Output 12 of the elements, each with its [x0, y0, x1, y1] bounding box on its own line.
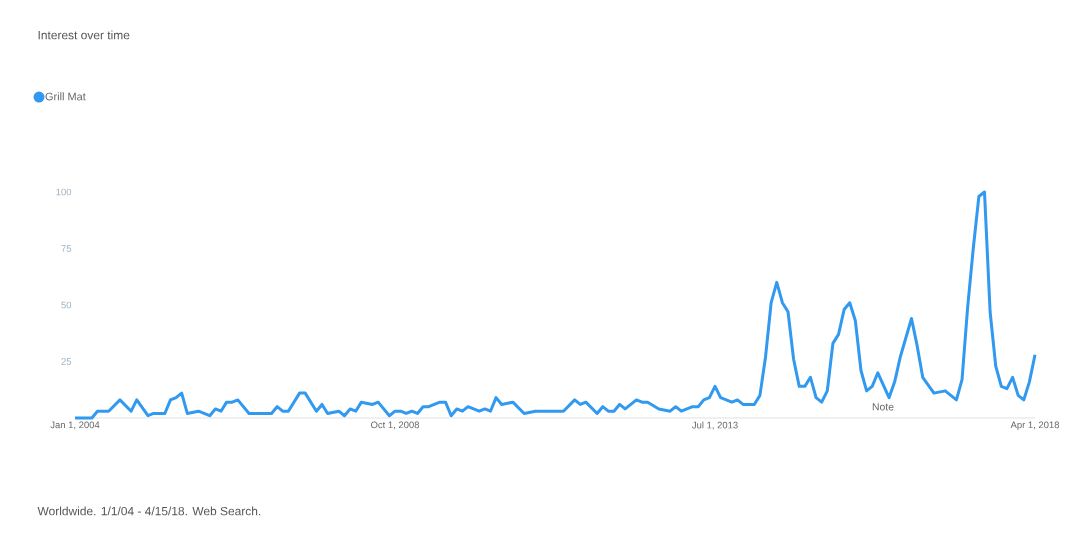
x-tick-label: Jan 1, 2004 [50, 421, 100, 430]
y-tick-label: 75 [61, 245, 72, 252]
annotation: Note [872, 403, 894, 411]
y-tick-label: 100 [56, 188, 72, 196]
x-tick-label: Oct 1, 2008 [371, 421, 420, 430]
y-tick-label: 25 [61, 358, 72, 365]
text: Worldwide. 1/1/04 - 4/15/18. Web Search. [37, 506, 261, 516]
chart-title: Interest over time [38, 30, 130, 40]
y-tick-label: 50 [61, 301, 72, 309]
legend-label: Grill Mat [45, 92, 86, 101]
x-tick-label: Apr 1, 2018 [1010, 421, 1060, 431]
x-tick-label: Jul 1, 2013 [692, 421, 738, 430]
